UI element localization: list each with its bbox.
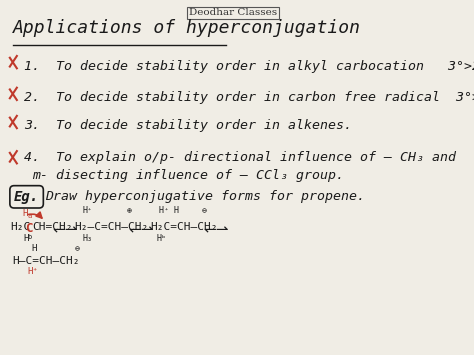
Text: H₂–C=CH–CH₂: H₂–C=CH–CH₂ — [74, 222, 148, 231]
Text: H–C=CH–CH₂: H–C=CH–CH₂ — [13, 256, 80, 266]
Text: H: H — [31, 244, 36, 253]
Text: m- disecting influence of – CCl₃ group.: m- disecting influence of – CCl₃ group. — [32, 169, 344, 182]
Text: Hᵇ: Hᵇ — [156, 234, 166, 243]
Text: ⊖: ⊖ — [75, 244, 80, 253]
Text: H: H — [23, 234, 28, 243]
Text: a: a — [27, 213, 31, 219]
Text: H₂C: H₂C — [10, 222, 30, 231]
Text: ↽⇀: ↽⇀ — [204, 223, 229, 237]
Text: b: b — [28, 234, 32, 240]
Text: 4.  To explain o/p- directional influence of – CH₃ and: 4. To explain o/p- directional influence… — [24, 151, 456, 164]
Text: Deodhar Classes: Deodhar Classes — [189, 9, 277, 17]
Text: H₂C=CH–CH₂: H₂C=CH–CH₂ — [150, 222, 218, 231]
Text: Eg.: Eg. — [14, 190, 39, 204]
Text: ⊖: ⊖ — [201, 206, 206, 215]
Text: H⁺: H⁺ — [27, 267, 38, 276]
Text: Draw hyperconjugative forms for propene.: Draw hyperconjugative forms for propene. — [45, 190, 365, 203]
Text: 2.  To decide stability order in carbon free radical  3°>2°>1°>CH₃: 2. To decide stability order in carbon f… — [24, 91, 474, 104]
Text: H⁺: H⁺ — [82, 206, 92, 215]
Text: Applications of hyperconjugation: Applications of hyperconjugation — [13, 19, 361, 37]
Text: H⁺ H: H⁺ H — [159, 206, 179, 215]
Text: 1.  To decide stability order in alkyl carbocation   3°>2°>1°>CH₃⁺: 1. To decide stability order in alkyl ca… — [24, 60, 474, 72]
Text: C: C — [25, 222, 33, 235]
Text: H: H — [23, 209, 28, 218]
Text: ↽⇀: ↽⇀ — [128, 223, 153, 237]
Text: H₃: H₃ — [82, 234, 92, 243]
Text: ↽⇀: ↽⇀ — [52, 223, 77, 237]
Text: 3.  To decide stability order in alkenes.: 3. To decide stability order in alkenes. — [24, 119, 352, 132]
Text: ⊕: ⊕ — [127, 206, 132, 215]
Text: CH=CH₂: CH=CH₂ — [32, 222, 72, 231]
